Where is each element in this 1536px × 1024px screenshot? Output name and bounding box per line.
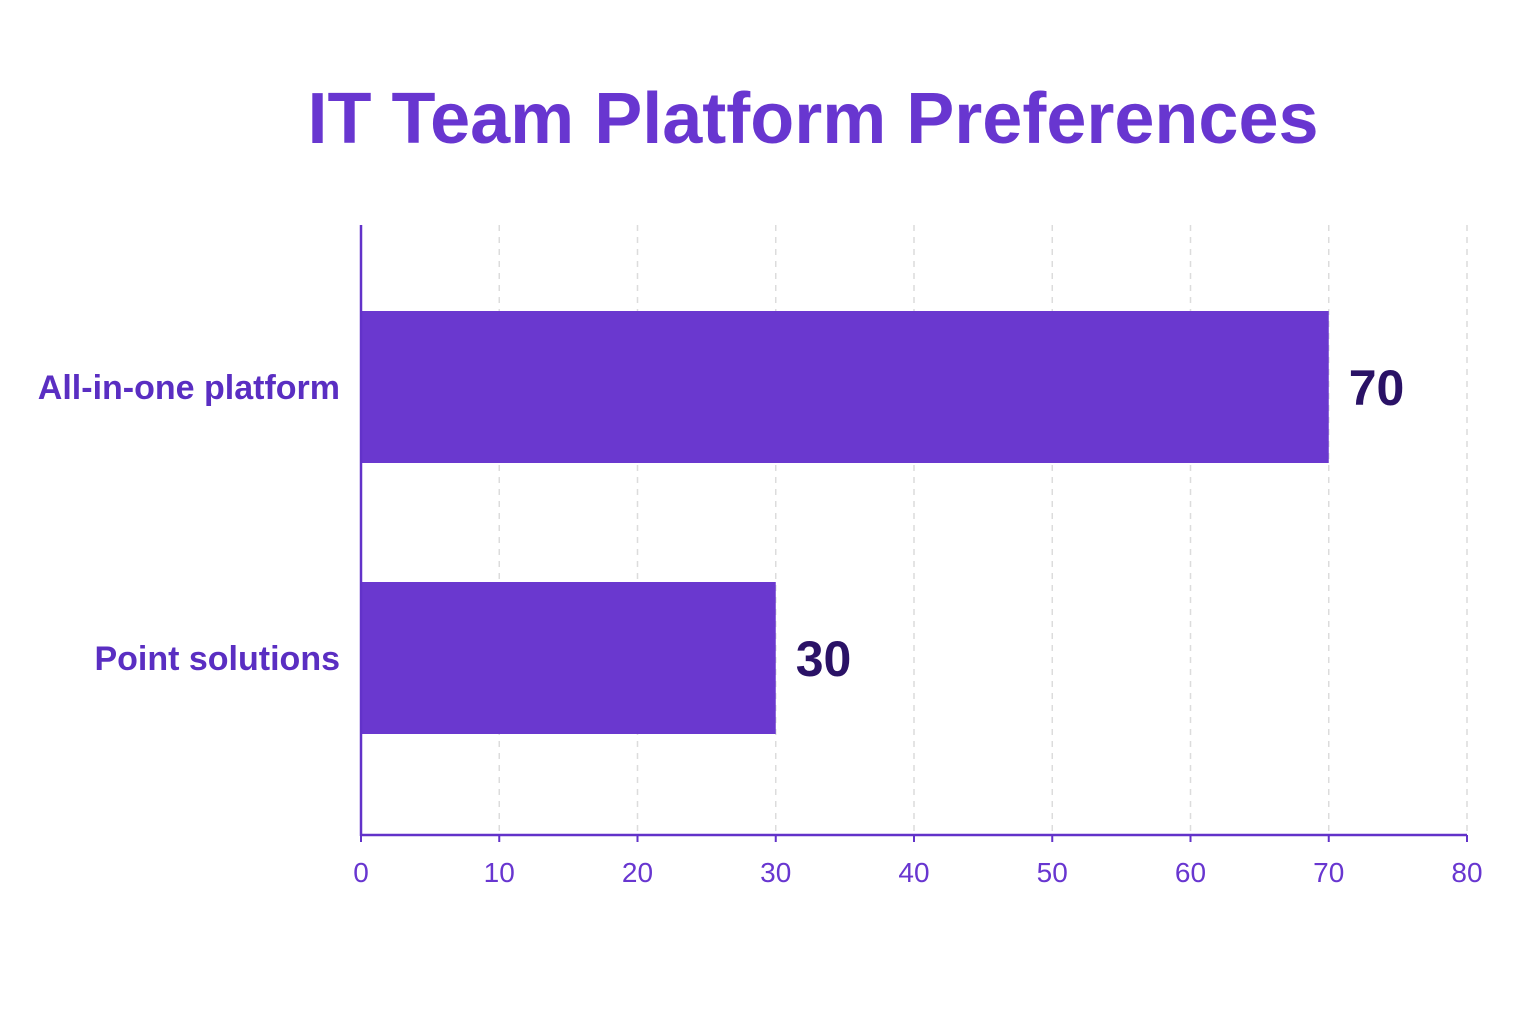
data-label-0: 70 bbox=[1349, 360, 1405, 416]
bar-0 bbox=[361, 311, 1329, 463]
x-tick-label-60: 60 bbox=[1175, 857, 1206, 888]
data-label-1: 30 bbox=[796, 631, 852, 687]
category-label-1: Point solutions bbox=[94, 640, 340, 678]
x-tick-label-80: 80 bbox=[1451, 857, 1482, 888]
x-tick-label-40: 40 bbox=[898, 857, 929, 888]
x-tick-label-20: 20 bbox=[622, 857, 653, 888]
x-tick-label-0: 0 bbox=[353, 857, 369, 888]
category-label-0: All-in-one platform bbox=[38, 369, 340, 407]
chart-title: IT Team Platform Preferences bbox=[307, 79, 1318, 159]
labels: 70 All-in-one platform 30 Point solutions bbox=[38, 360, 1405, 687]
bar-1 bbox=[361, 582, 776, 734]
bars bbox=[361, 311, 1329, 734]
x-tick-label-30: 30 bbox=[760, 857, 791, 888]
x-tick-label-10: 10 bbox=[484, 857, 515, 888]
x-tick-label-50: 50 bbox=[1037, 857, 1068, 888]
x-tick-label-70: 70 bbox=[1313, 857, 1344, 888]
axes: 0 10 20 30 40 50 60 70 80 bbox=[353, 225, 1483, 888]
